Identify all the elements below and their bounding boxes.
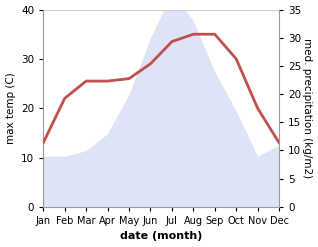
Y-axis label: max temp (C): max temp (C) [5, 72, 16, 144]
X-axis label: date (month): date (month) [120, 231, 202, 242]
Y-axis label: med. precipitation (kg/m2): med. precipitation (kg/m2) [302, 38, 313, 178]
